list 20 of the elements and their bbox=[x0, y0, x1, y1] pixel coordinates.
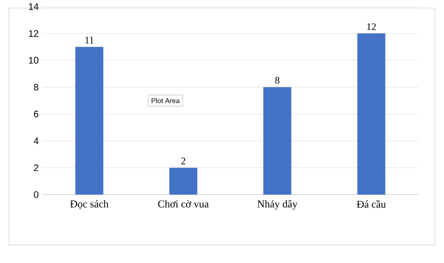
y-tick-label: 0 bbox=[34, 191, 38, 198]
y-tick-label: 8 bbox=[34, 84, 38, 90]
y-tick-label: 10 bbox=[28, 56, 38, 64]
bar bbox=[169, 168, 198, 195]
data-label: 8 bbox=[275, 76, 280, 84]
y-tick-label: 4 bbox=[34, 138, 39, 144]
data-label: 11 bbox=[85, 36, 94, 44]
data-label: 12 bbox=[367, 23, 376, 30]
y-tick-label: 12 bbox=[28, 30, 38, 37]
y-tick-label: 2 bbox=[34, 164, 38, 171]
y-tick-label: 6 bbox=[34, 110, 38, 118]
x-tick-label: Nhảy dây bbox=[257, 200, 298, 210]
bar bbox=[75, 46, 104, 195]
data-label: 2 bbox=[181, 158, 186, 164]
x-tick-label: Chơi cờ vua bbox=[158, 200, 209, 208]
y-tick-label: 14 bbox=[28, 3, 39, 10]
x-tick-label: Đọc sách bbox=[70, 200, 108, 210]
x-tick-label: Đá cầu bbox=[356, 200, 386, 208]
bar bbox=[357, 33, 386, 195]
bar bbox=[263, 87, 292, 195]
